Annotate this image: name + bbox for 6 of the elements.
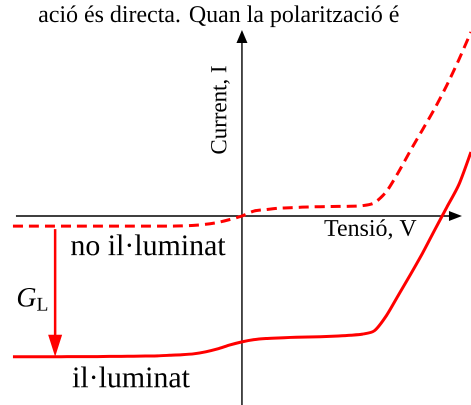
annotation: G$_{L}$: [18, 288, 48, 311]
text: ació és directa. Quan la polarització é: [39, 5, 399, 28]
series-label: il·luminat: [72, 366, 190, 388]
y-axis-title: Current, I: [211, 66, 230, 154]
series-label: no il·luminat: [71, 234, 226, 256]
x-axis-title: Tensió, V: [324, 219, 416, 240]
